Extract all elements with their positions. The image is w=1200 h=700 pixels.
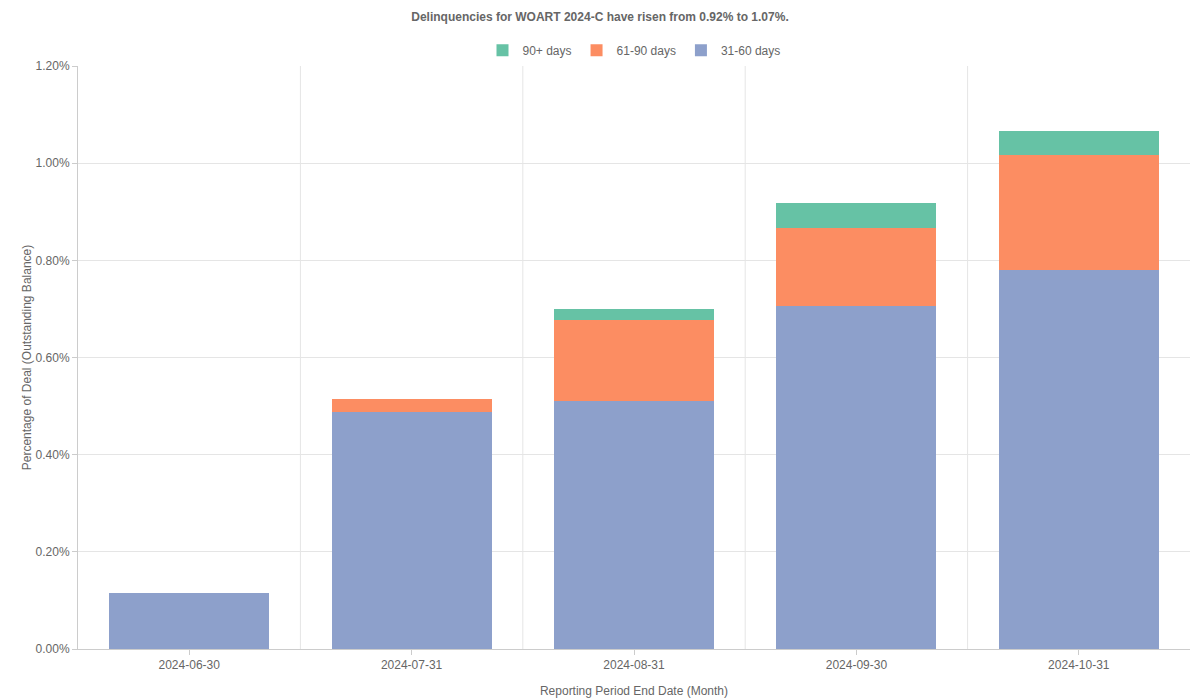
svg-text:31-60 days: 31-60 days: [721, 44, 780, 58]
svg-text:2024-10-31: 2024-10-31: [1048, 658, 1110, 672]
svg-text:0.60%: 0.60%: [36, 351, 70, 365]
svg-text:Reporting Period End Date (Mon: Reporting Period End Date (Month): [540, 684, 728, 698]
svg-text:Delinquencies for WOART 2024-C: Delinquencies for WOART 2024-C have rise…: [411, 10, 788, 24]
svg-text:Percentage of Deal (Outstandin: Percentage of Deal (Outstanding Balance): [20, 245, 34, 470]
svg-text:2024-09-30: 2024-09-30: [826, 658, 888, 672]
svg-text:61-90 days: 61-90 days: [617, 44, 676, 58]
svg-text:0.80%: 0.80%: [36, 254, 70, 268]
svg-text:2024-07-31: 2024-07-31: [381, 658, 443, 672]
svg-text:2024-08-31: 2024-08-31: [603, 658, 665, 672]
svg-text:90+ days: 90+ days: [523, 44, 572, 58]
svg-text:2024-06-30: 2024-06-30: [159, 658, 221, 672]
svg-text:1.00%: 1.00%: [36, 156, 70, 170]
svg-text:0.20%: 0.20%: [36, 545, 70, 559]
svg-text:1.20%: 1.20%: [36, 59, 70, 73]
svg-text:0.40%: 0.40%: [36, 448, 70, 462]
svg-text:0.00%: 0.00%: [36, 642, 70, 656]
